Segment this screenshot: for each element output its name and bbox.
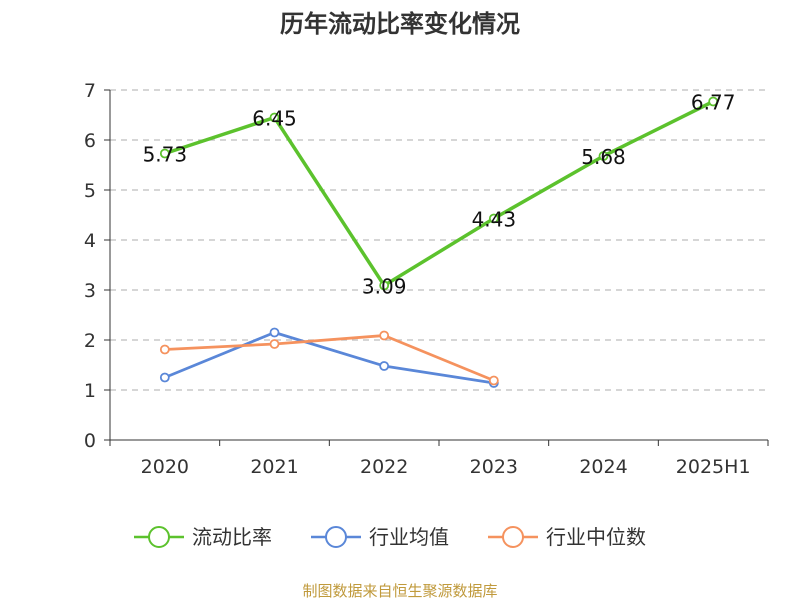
- data-label: 6.45: [252, 107, 297, 131]
- x-tick-label: 2024: [579, 456, 627, 478]
- data-point: [379, 280, 390, 291]
- legend-marker-icon: [325, 526, 347, 548]
- x-tick-label: 2025H1: [676, 456, 751, 478]
- y-tick-label: 6: [84, 130, 96, 152]
- chart-title: 历年流动比率变化情况: [280, 10, 520, 38]
- data-label: 3.09: [362, 275, 407, 299]
- source-note: 制图数据来自恒生聚源数据库: [302, 582, 497, 600]
- y-tick-label: 4: [84, 230, 96, 252]
- x-tick-label: 2023: [470, 456, 518, 478]
- y-tick-label: 1: [84, 380, 96, 402]
- legend-item-3[interactable]: 行业中位数: [488, 525, 646, 549]
- y-tick-label: 5: [84, 180, 96, 202]
- y-tick-label: 3: [84, 280, 96, 302]
- legend-item-1[interactable]: 流动比率: [134, 525, 272, 549]
- legend-marker-icon: [502, 526, 524, 548]
- legend-marker-icon: [148, 526, 170, 548]
- series-line-2: [164, 331, 495, 385]
- data-point: [159, 148, 170, 159]
- data-point: [269, 339, 280, 349]
- data-label: 4.43: [472, 208, 517, 232]
- data-labels: 5.73 6.45 3.09 4.43 5.68 6.77: [143, 91, 736, 299]
- legend-item-2[interactable]: 行业均值: [311, 525, 449, 549]
- series-group: [159, 96, 719, 388]
- data-point: [598, 151, 609, 161]
- legend-label: 行业均值: [369, 525, 449, 549]
- y-tick-label: 7: [84, 80, 96, 102]
- legend[interactable]: 流动比率 行业均值 行业中位数: [134, 525, 646, 549]
- y-tick-label: 2: [84, 330, 96, 352]
- y-tick-label: 0: [84, 430, 96, 452]
- data-label: 6.77: [691, 91, 736, 115]
- data-point: [159, 344, 170, 355]
- data-point: [159, 372, 170, 383]
- data-point: [379, 330, 390, 341]
- legend-label: 行业中位数: [546, 525, 646, 549]
- x-tick-label: 2021: [250, 456, 298, 478]
- axes: 0 1 2 3 4 5 6 7 2020 2021 2022 2023 2024 2025H1: [84, 80, 769, 478]
- data-point: [488, 213, 499, 224]
- grid: [110, 89, 768, 391]
- series-line-3: [164, 334, 495, 382]
- data-point: [488, 375, 499, 386]
- x-tick-label: 2022: [360, 456, 408, 478]
- data-point: [269, 112, 280, 123]
- data-point: [708, 96, 719, 107]
- data-label: 5.73: [143, 143, 188, 167]
- legend-label: 流动比率: [192, 525, 272, 549]
- series-line-1: [164, 99, 714, 288]
- data-point: [269, 327, 280, 338]
- x-tick-label: 2020: [141, 456, 189, 478]
- data-label: 5.68: [581, 145, 626, 169]
- data-point: [379, 361, 390, 371]
